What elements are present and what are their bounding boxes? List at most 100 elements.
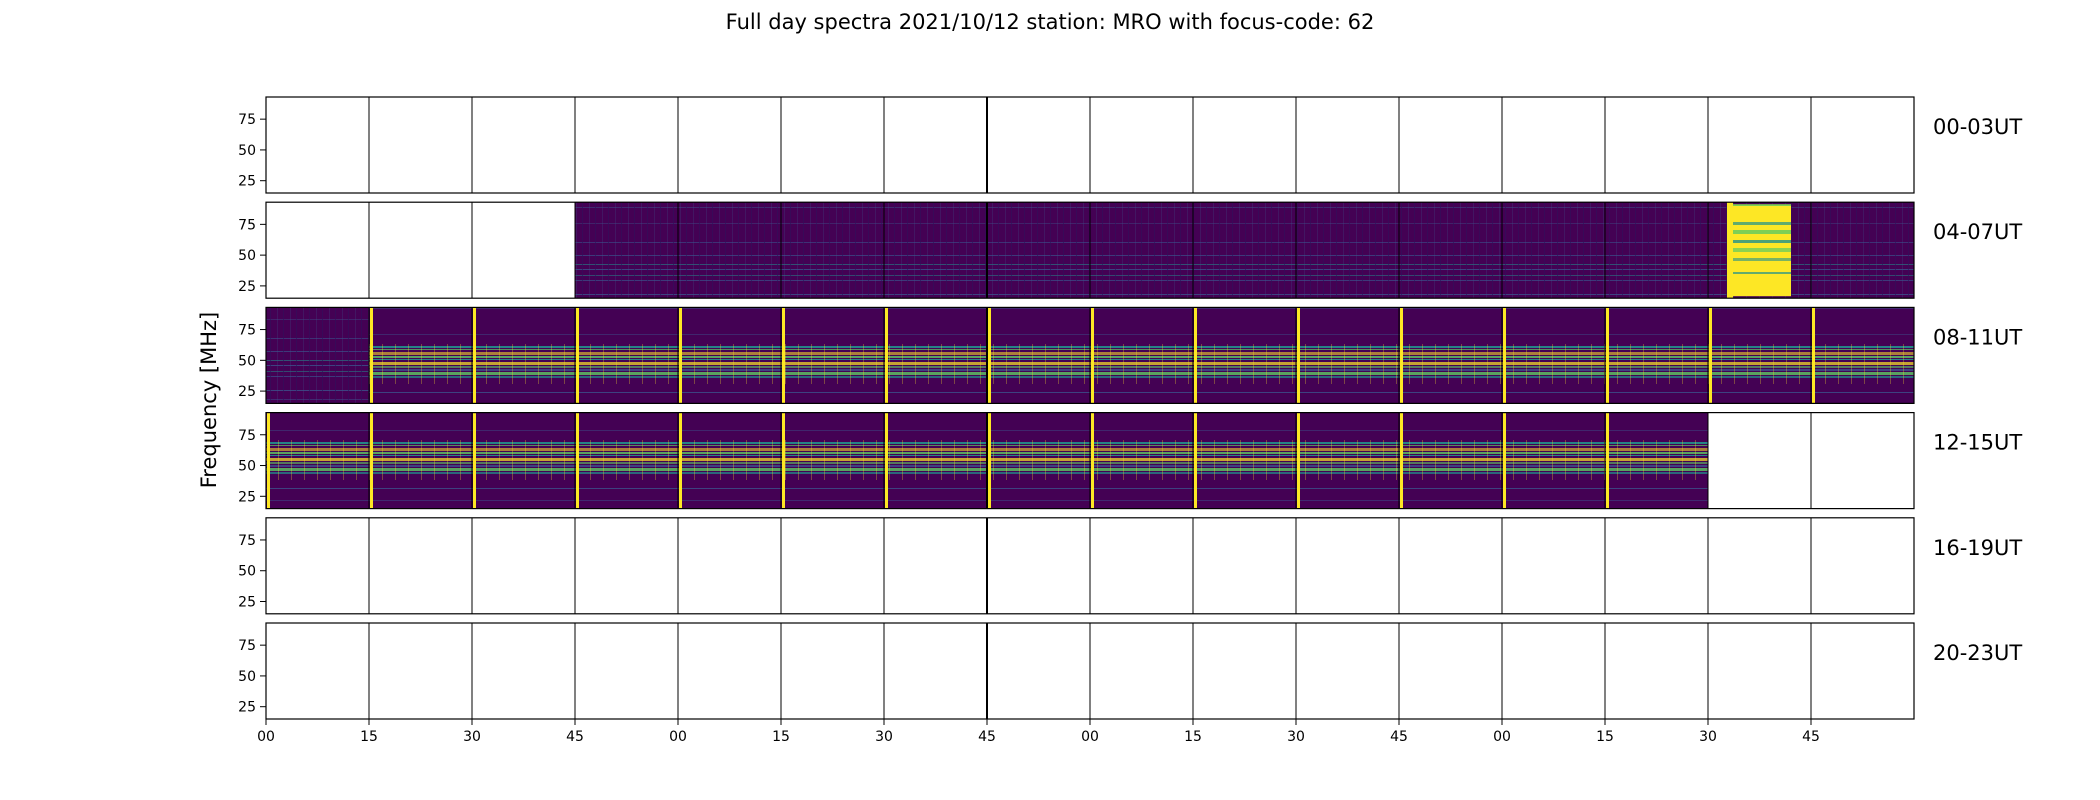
active-spectrum-panel bbox=[266, 412, 370, 509]
row-axes-frame bbox=[265, 96, 1915, 194]
empty-panel bbox=[1708, 97, 1812, 193]
empty-panel bbox=[1605, 517, 1709, 614]
calibration-marker bbox=[1400, 307, 1403, 404]
empty-panel bbox=[1605, 623, 1709, 719]
y-tick-label: 75 bbox=[238, 217, 256, 233]
y-tick-label: 50 bbox=[238, 248, 256, 264]
calibration-marker bbox=[1194, 307, 1197, 404]
quiet-spectrum-panel bbox=[1193, 202, 1297, 299]
y-tick-label: 50 bbox=[238, 564, 256, 580]
active-spectrum-panel bbox=[1502, 307, 1606, 404]
x-tick-label: 30 bbox=[463, 729, 481, 745]
spectra-row: 25 50 75 16-19UT bbox=[238, 517, 2022, 615]
empty-panel bbox=[266, 202, 370, 299]
x-tick-label: 45 bbox=[566, 729, 584, 745]
active-spectrum-panel bbox=[781, 307, 885, 404]
empty-panel bbox=[369, 517, 473, 614]
calibration-marker bbox=[885, 307, 888, 404]
y-tick-label: 50 bbox=[238, 353, 256, 369]
y-tick-label: 25 bbox=[238, 279, 256, 295]
active-spectrum-panel bbox=[369, 412, 473, 509]
radio-burst bbox=[1728, 204, 1791, 297]
row-axes-frame bbox=[265, 306, 1915, 404]
calibration-marker bbox=[1400, 412, 1403, 509]
empty-panel bbox=[472, 623, 576, 719]
active-spectrum-panel bbox=[987, 412, 1091, 509]
y-tick-label: 75 bbox=[238, 323, 256, 339]
empty-panel bbox=[781, 517, 885, 614]
active-spectrum-panel bbox=[1193, 412, 1297, 509]
empty-panel bbox=[1399, 623, 1503, 719]
empty-panel bbox=[781, 623, 885, 719]
calibration-marker bbox=[1091, 307, 1094, 404]
spectra-row: 25 50 75 00-03UT bbox=[238, 96, 2022, 194]
x-tick-label: 00 bbox=[669, 729, 687, 745]
empty-panel bbox=[884, 517, 988, 614]
empty-panel bbox=[1193, 97, 1297, 193]
calibration-marker bbox=[1812, 307, 1815, 404]
empty-panel bbox=[575, 623, 679, 719]
calibration-marker bbox=[1297, 412, 1300, 509]
calibration-marker bbox=[1606, 307, 1609, 404]
empty-panel bbox=[1090, 97, 1194, 193]
y-axis-label: Frequency [MHz] bbox=[197, 311, 221, 489]
calibration-marker bbox=[370, 412, 373, 509]
empty-panel bbox=[1502, 517, 1606, 614]
row-axes-frame bbox=[265, 517, 1915, 615]
active-spectrum-panel bbox=[1708, 307, 1812, 404]
quiet-spectrum-panel bbox=[678, 202, 782, 299]
y-tick-label: 75 bbox=[238, 533, 256, 549]
calibration-marker bbox=[679, 412, 682, 509]
active-spectrum-panel bbox=[1605, 307, 1709, 404]
calibration-marker bbox=[1606, 412, 1609, 509]
quiet-spectrum-panel bbox=[781, 202, 885, 299]
quiet-spectrum-panel bbox=[1399, 202, 1503, 299]
empty-panel bbox=[1811, 412, 1915, 509]
empty-panel bbox=[369, 97, 473, 193]
x-tick-label: 45 bbox=[1802, 729, 1820, 745]
empty-panel bbox=[987, 97, 1091, 193]
quiet-spectrum-panel bbox=[1605, 202, 1709, 299]
empty-panel bbox=[987, 623, 1091, 719]
active-spectrum-panel bbox=[1502, 412, 1606, 509]
calibration-marker bbox=[576, 307, 579, 404]
spectra-row: 25 50 75 20-23UT bbox=[238, 622, 2022, 720]
active-spectrum-panel bbox=[678, 307, 782, 404]
active-spectrum-panel bbox=[1296, 412, 1400, 509]
calibration-marker bbox=[679, 307, 682, 404]
empty-panel bbox=[1090, 623, 1194, 719]
spectra-row: 25 50 75 08-11UT bbox=[238, 306, 2022, 404]
active-spectrum-panel bbox=[472, 412, 576, 509]
empty-panel bbox=[1296, 97, 1400, 193]
quiet-spectrum-panel bbox=[1090, 202, 1194, 299]
active-spectrum-panel bbox=[678, 412, 782, 509]
empty-panel bbox=[1708, 623, 1812, 719]
calibration-marker bbox=[988, 412, 991, 509]
active-spectrum-panel bbox=[575, 307, 679, 404]
empty-panel bbox=[369, 202, 473, 299]
quiet-spectrum-panel bbox=[1502, 202, 1606, 299]
y-tick-label: 75 bbox=[238, 428, 256, 444]
spectra-row: 25 50 75 04-07UT bbox=[238, 201, 2022, 299]
quiet-spectrum-panel bbox=[575, 202, 679, 299]
row-time-label: 04-07UT bbox=[1933, 220, 2022, 244]
empty-panel bbox=[266, 97, 370, 193]
x-tick-label: 15 bbox=[1184, 729, 1202, 745]
row-axes-frame bbox=[265, 412, 1915, 510]
empty-panel bbox=[1708, 412, 1812, 509]
active-spectrum-panel bbox=[884, 307, 988, 404]
x-tick-label: 15 bbox=[772, 729, 790, 745]
row-time-label: 00-03UT bbox=[1933, 115, 2022, 139]
active-spectrum-panel bbox=[1296, 307, 1400, 404]
x-tick-label: 30 bbox=[1699, 729, 1717, 745]
calibration-marker bbox=[782, 307, 785, 404]
active-spectrum-panel bbox=[1605, 412, 1709, 509]
quiet-spectrum-panel bbox=[266, 307, 370, 404]
active-spectrum-panel bbox=[884, 412, 988, 509]
y-tick-label: 50 bbox=[238, 459, 256, 475]
active-spectrum-panel bbox=[472, 307, 576, 404]
calibration-marker bbox=[1297, 307, 1300, 404]
quiet-spectrum-panel bbox=[1811, 202, 1915, 299]
